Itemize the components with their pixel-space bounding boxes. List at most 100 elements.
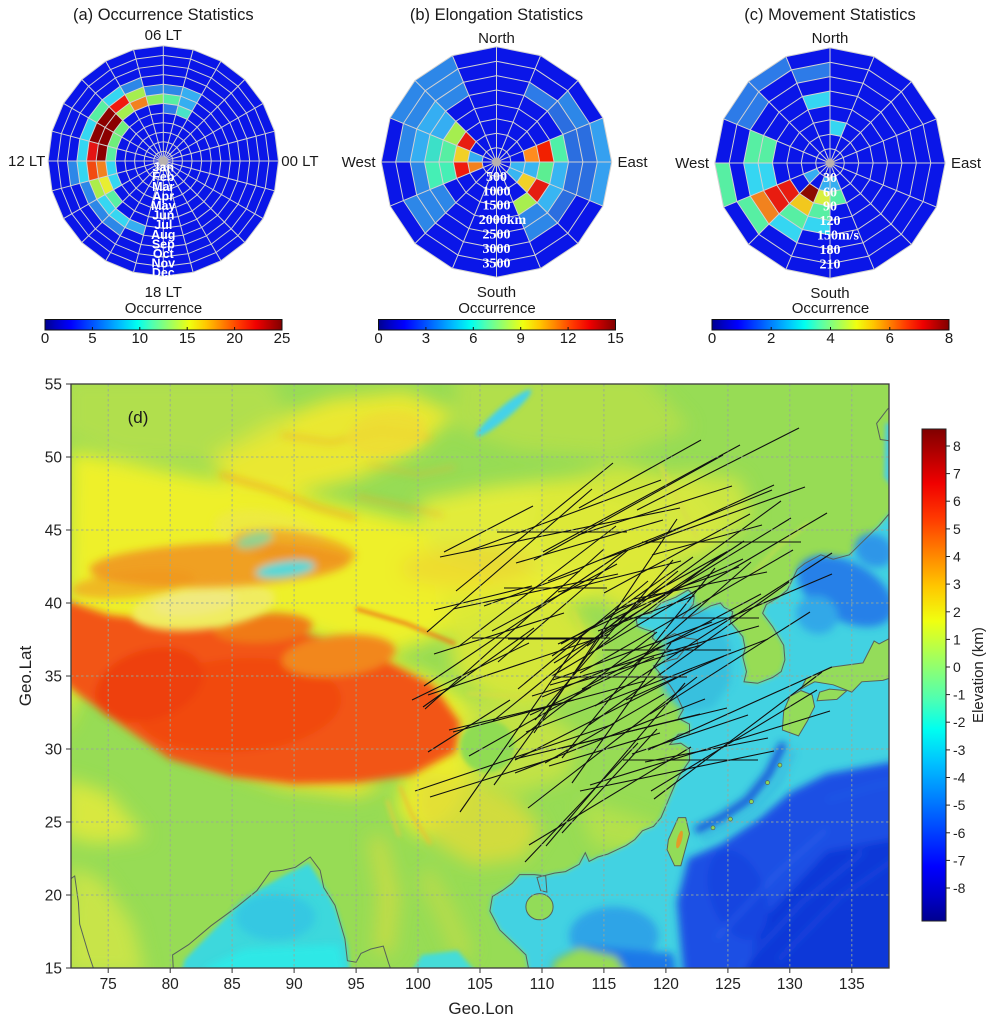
svg-text:0: 0 (953, 659, 961, 675)
svg-text:8: 8 (953, 438, 961, 454)
svg-text:Aug: Aug (151, 228, 175, 242)
svg-text:-3: -3 (953, 742, 966, 758)
svg-text:75: 75 (100, 976, 117, 993)
svg-text:1: 1 (953, 631, 961, 647)
svg-text:(a) Occurrence Statistics: (a) Occurrence Statistics (73, 6, 254, 24)
svg-text:Nov: Nov (151, 257, 175, 271)
svg-text:45: 45 (45, 523, 62, 540)
svg-text:25: 25 (274, 330, 291, 347)
svg-text:Occurrence: Occurrence (125, 300, 203, 317)
svg-text:90: 90 (285, 976, 303, 993)
svg-text:06 LT: 06 LT (145, 27, 182, 44)
svg-text:125: 125 (715, 976, 741, 993)
svg-text:1000: 1000 (483, 184, 511, 199)
svg-text:2000km: 2000km (479, 213, 527, 228)
svg-text:130: 130 (777, 976, 803, 993)
svg-text:(d): (d) (128, 408, 149, 427)
svg-text:0: 0 (41, 330, 49, 347)
svg-text:60: 60 (823, 185, 837, 200)
svg-text:4: 4 (953, 549, 961, 565)
svg-text:4: 4 (826, 330, 834, 347)
svg-text:500: 500 (486, 170, 507, 185)
svg-text:Dec: Dec (152, 266, 175, 280)
svg-text:12: 12 (560, 330, 577, 347)
svg-text:-8: -8 (953, 880, 966, 896)
svg-text:Elevation (km): Elevation (km) (970, 627, 987, 723)
svg-text:135: 135 (839, 976, 865, 993)
svg-text:9: 9 (517, 330, 525, 347)
svg-text:Jan: Jan (153, 161, 175, 175)
svg-text:-4: -4 (953, 770, 966, 786)
svg-text:5: 5 (953, 521, 961, 537)
svg-text:55: 55 (45, 377, 62, 394)
svg-text:50: 50 (45, 450, 63, 467)
svg-text:5: 5 (88, 330, 96, 347)
svg-text:2500: 2500 (483, 228, 511, 243)
svg-text:East: East (951, 155, 982, 172)
svg-text:North: North (812, 30, 849, 47)
svg-text:20: 20 (45, 888, 63, 905)
svg-text:Occurrence: Occurrence (458, 300, 536, 317)
svg-text:Sep: Sep (152, 237, 175, 251)
svg-text:90: 90 (823, 200, 837, 215)
svg-text:120: 120 (820, 214, 841, 229)
svg-text:30: 30 (45, 742, 63, 759)
svg-text:North: North (478, 30, 515, 47)
svg-text:115: 115 (592, 976, 617, 993)
svg-text:0: 0 (374, 330, 382, 347)
svg-text:30: 30 (823, 171, 837, 186)
svg-text:15: 15 (45, 961, 62, 978)
svg-text:Oct: Oct (153, 247, 175, 261)
svg-text:15: 15 (607, 330, 624, 347)
svg-text:-5: -5 (953, 797, 966, 813)
svg-text:-6: -6 (953, 825, 966, 841)
svg-text:3: 3 (953, 576, 961, 592)
svg-text:2: 2 (953, 604, 961, 620)
svg-text:35: 35 (45, 669, 62, 686)
svg-text:May: May (151, 199, 175, 213)
svg-text:2: 2 (767, 330, 775, 347)
svg-text:South: South (477, 284, 516, 301)
svg-text:120: 120 (653, 976, 679, 993)
svg-text:-2: -2 (953, 714, 966, 730)
svg-text:1500: 1500 (483, 199, 511, 214)
svg-text:Jun: Jun (152, 209, 174, 223)
svg-text:Mar: Mar (152, 180, 174, 194)
svg-text:20: 20 (226, 330, 243, 347)
svg-text:(c) Movement Statistics: (c) Movement Statistics (744, 6, 915, 24)
svg-text:Occurrence: Occurrence (792, 300, 870, 317)
svg-text:Jul: Jul (154, 218, 172, 232)
svg-text:80: 80 (162, 976, 180, 993)
svg-text:180: 180 (820, 243, 841, 258)
svg-text:100: 100 (405, 976, 431, 993)
svg-text:Geo.Lon: Geo.Lon (448, 999, 513, 1018)
svg-text:40: 40 (45, 596, 63, 613)
svg-text:8: 8 (945, 330, 953, 347)
svg-text:-1: -1 (953, 687, 966, 703)
svg-text:South: South (810, 285, 849, 302)
svg-text:West: West (342, 154, 377, 171)
svg-text:East: East (618, 154, 649, 171)
svg-text:West: West (675, 155, 710, 172)
svg-text:110: 110 (530, 976, 555, 993)
svg-text:7: 7 (953, 466, 961, 482)
svg-text:Feb: Feb (152, 170, 175, 184)
svg-text:10: 10 (131, 330, 148, 347)
svg-text:18 LT: 18 LT (145, 284, 182, 301)
svg-text:Geo.Lat: Geo.Lat (16, 645, 35, 706)
svg-text:210: 210 (820, 257, 841, 272)
svg-text:-7: -7 (953, 852, 966, 868)
svg-text:0: 0 (708, 330, 716, 347)
svg-text:150m/s: 150m/s (817, 229, 860, 244)
svg-text:3000: 3000 (483, 242, 511, 257)
svg-text:00 LT: 00 LT (281, 153, 318, 170)
svg-text:12 LT: 12 LT (8, 153, 45, 170)
svg-text:95: 95 (347, 976, 364, 993)
svg-text:6: 6 (886, 330, 894, 347)
svg-text:6: 6 (953, 493, 961, 509)
svg-text:25: 25 (45, 815, 62, 832)
svg-text:3: 3 (422, 330, 430, 347)
svg-text:Apr: Apr (153, 189, 175, 203)
svg-text:85: 85 (223, 976, 240, 993)
svg-text:(b) Elongation Statistics: (b) Elongation Statistics (410, 6, 583, 24)
